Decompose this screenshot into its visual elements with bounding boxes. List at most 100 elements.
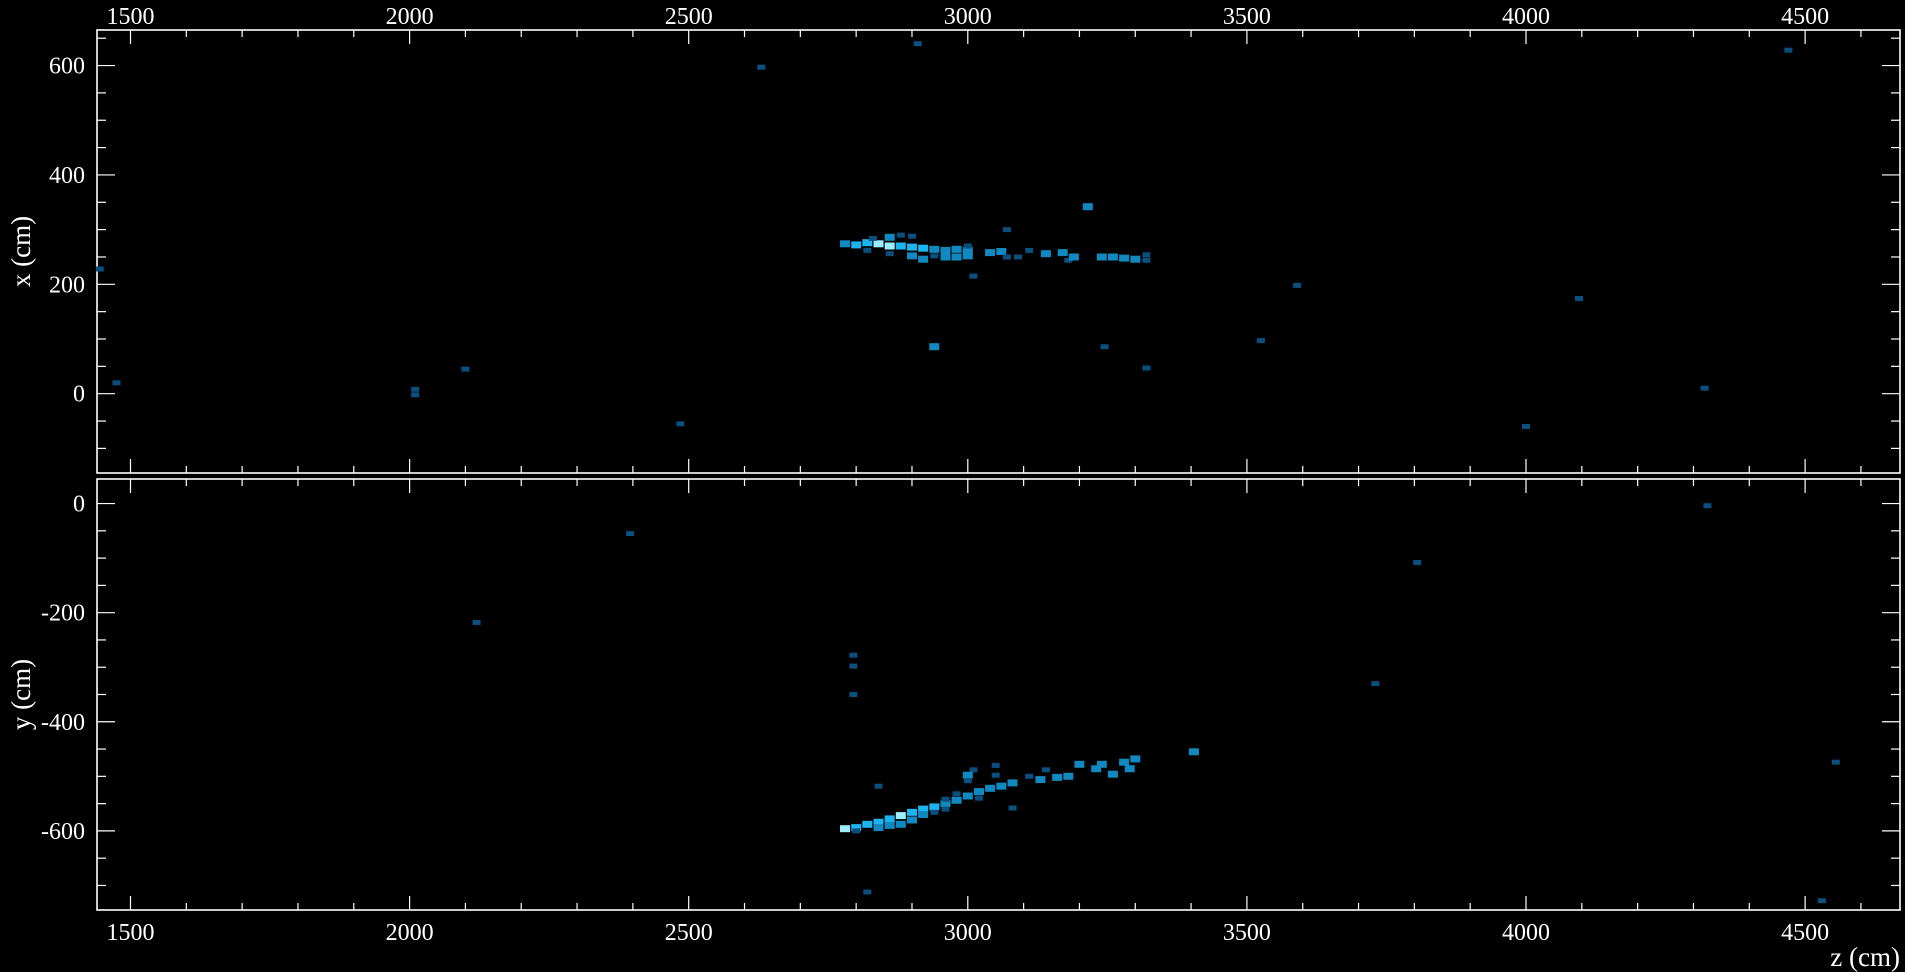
x-axis-title: z (cm)	[1830, 942, 1900, 972]
hit-cell	[472, 620, 481, 625]
hit-cell	[852, 828, 861, 834]
hit-cell	[1035, 776, 1046, 784]
y-tick-label: 0	[73, 382, 85, 408]
hit-cell	[873, 240, 884, 248]
hit-cell	[1142, 252, 1151, 258]
hit-cell	[873, 818, 884, 826]
x-tick-label: 3000	[944, 920, 992, 946]
hit-cell	[1002, 254, 1011, 260]
hit-cell	[929, 245, 940, 253]
hit-cell	[1142, 257, 1151, 263]
hit-cell	[849, 663, 858, 669]
hit-cell	[1100, 344, 1109, 350]
x-tick-label: 4000	[1502, 4, 1550, 30]
hit-cell	[1119, 758, 1130, 766]
hit-cell	[969, 767, 978, 773]
hit-cell	[862, 239, 873, 247]
hit-cell	[840, 825, 850, 833]
hit-cell	[929, 343, 940, 351]
x-tick-label: 2000	[386, 920, 434, 946]
hit-cell	[676, 421, 685, 427]
hit-cell	[907, 816, 917, 824]
hit-cell	[1522, 424, 1530, 429]
hit-cell	[895, 812, 906, 820]
hit-cell	[1130, 255, 1141, 263]
hit-cell	[962, 252, 973, 260]
hit-cell	[757, 64, 766, 70]
hit-cell	[1107, 770, 1118, 778]
hit-cell	[951, 253, 962, 261]
hit-cell	[1700, 385, 1709, 391]
hit-cell	[411, 392, 420, 398]
x-tick-label: 1500	[106, 4, 154, 30]
hit-cell	[991, 762, 1000, 768]
hit-cell	[1371, 681, 1380, 687]
hit-cell	[951, 245, 962, 253]
hit-cell	[885, 251, 894, 257]
hit-cell	[112, 380, 121, 386]
hit-cell	[1091, 765, 1102, 773]
hit-cell	[975, 795, 983, 801]
y-tick-label: 400	[49, 163, 85, 189]
hit-cell	[1057, 249, 1068, 257]
hit-cell	[941, 796, 950, 802]
hit-cell	[996, 782, 1007, 790]
hit-cell	[1074, 760, 1085, 768]
hit-cell	[1014, 254, 1022, 260]
x-tick-label: 4500	[1781, 4, 1829, 30]
hit-cell	[907, 808, 917, 816]
x-tick-label: 2500	[665, 4, 713, 30]
hit-cell	[851, 241, 862, 249]
xz-view-panel: 1500 2000 2500 3000 3500 4000 45006004002000x …	[6, 4, 1901, 474]
hit-cell	[996, 248, 1007, 255]
hit-cell	[941, 806, 950, 812]
hit-cell	[873, 824, 884, 832]
hit-cell	[930, 809, 939, 815]
hit-cell	[951, 796, 962, 804]
hit-cell	[969, 273, 978, 279]
y-tick-label: 600	[49, 54, 85, 80]
hit-cell	[907, 243, 917, 251]
hit-cell	[1413, 560, 1422, 565]
x-tick-label: 4500	[1781, 920, 1829, 946]
hit-cell	[1107, 253, 1118, 261]
hit-cell	[962, 792, 973, 800]
hit-cell	[849, 692, 858, 697]
hit-cell	[895, 820, 906, 828]
x-tick-label: 2500	[665, 920, 713, 946]
hit-cell	[868, 235, 877, 241]
hit-cell	[884, 233, 895, 241]
hit-cell	[1831, 759, 1840, 765]
hit-cell	[840, 240, 850, 248]
hit-cell	[626, 531, 635, 537]
hit-cell	[1002, 227, 1011, 233]
x-tick-label: 1500	[106, 920, 154, 946]
hit-cell	[1041, 767, 1050, 773]
x-tick-label: 3500	[1223, 4, 1271, 30]
x-tick-label: 3000	[944, 4, 992, 30]
hit-cell	[1784, 47, 1793, 53]
hit-cell	[963, 778, 972, 784]
hit-cell	[962, 246, 973, 254]
y-tick-label: -400	[41, 710, 85, 736]
hit-cell	[985, 249, 996, 257]
hit-cell	[895, 242, 906, 250]
y-axis-title: x (cm)	[6, 216, 36, 287]
y-tick-label: 0	[73, 492, 85, 518]
hit-cell	[1130, 755, 1141, 763]
hit-cell	[874, 783, 883, 789]
hit-cell	[940, 800, 951, 808]
hit-cell	[884, 815, 895, 823]
hit-cell	[95, 266, 104, 272]
hit-cell	[849, 652, 858, 658]
hit-cell	[1025, 247, 1034, 253]
hit-cell	[863, 247, 872, 253]
hit-cell	[974, 788, 984, 796]
y-axis-title: y (cm)	[6, 659, 36, 730]
hit-cell	[913, 41, 922, 47]
hit-cell	[1040, 250, 1051, 258]
y-tick-label: -600	[41, 819, 85, 845]
hit-cell	[940, 246, 951, 254]
hit-cell	[1575, 296, 1583, 301]
hit-cell	[918, 255, 929, 263]
